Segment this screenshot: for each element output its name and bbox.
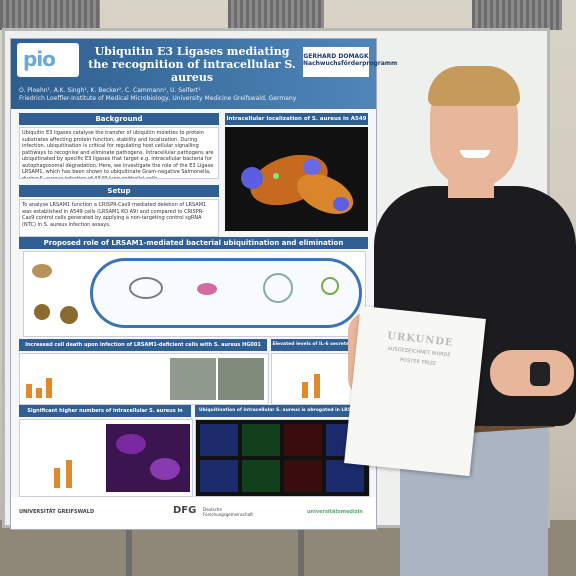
- wall-vent-left: [0, 0, 100, 30]
- host-cell-diagram: [90, 258, 362, 328]
- dfg-logo: DFG: [173, 505, 197, 516]
- fluorescence-image: [106, 424, 190, 492]
- hair: [428, 66, 520, 106]
- lysosome-small-icon: [321, 277, 339, 295]
- setup-text: To analyse LRSAM1 function a CRISPR-Cas9…: [19, 199, 219, 237]
- autophagosome-icon: [129, 277, 163, 299]
- poster-authors: O. Ploehn¹, A.K. Singh¹, K. Becker², C. …: [19, 87, 349, 103]
- board-leg-left: [126, 500, 132, 576]
- cell-image: [218, 358, 264, 400]
- section-setup-heading: Setup: [19, 185, 219, 197]
- bacteria-cluster-icon: [32, 264, 52, 278]
- smile: [460, 150, 490, 158]
- unimed-logo: universitätsmedizin: [307, 509, 363, 515]
- board-leg-right: [298, 500, 304, 576]
- lysosome-icon: [263, 273, 293, 303]
- poster-footer: UNIVERSITÄT GREIFSWALD DFG Deutsche Fors…: [11, 497, 376, 529]
- wall-vent-right: [472, 0, 562, 30]
- poster-header: pio Ubiquitin E3 Ligases mediating the r…: [11, 39, 397, 109]
- section-intracellular-heading: Intracellular localization of S. aureus …: [225, 113, 368, 134]
- bacterium-icon: [60, 306, 78, 324]
- section-ubiquitination-heading: Ubiquitination of intracellular S. aureu…: [195, 405, 368, 425]
- pio-logo: pio: [17, 43, 79, 77]
- sponsor-logo: GERHARD DOMAGK Nachwuchsförderprogramm: [303, 47, 397, 77]
- affiliation: Friedrich Loeffler-Institute of Medical …: [19, 95, 297, 102]
- section-background-heading: Background: [19, 113, 219, 125]
- poster-title: Ubiquitin E3 Ligases mediating the recog…: [88, 45, 296, 84]
- lrsam1-icon: [197, 283, 217, 295]
- cell-death-panel: [19, 353, 269, 405]
- pio-logo-text: pio: [23, 47, 56, 71]
- author-list: O. Ploehn¹, A.K. Singh¹, K. Becker², C. …: [19, 87, 201, 94]
- wristwatch-icon: [530, 362, 550, 386]
- wall-vent-center: [228, 0, 324, 30]
- cell-image: [170, 358, 216, 400]
- ubiquitination-image-grid: [195, 419, 370, 497]
- dfg-subtitle: Deutsche Forschungsgemeinschaft: [203, 507, 253, 517]
- microscopy-image-cell: [225, 127, 368, 231]
- scientific-poster: pio Ubiquitin E3 Ligases mediating the r…: [10, 38, 397, 530]
- university-logo: UNIVERSITÄT GREIFSWALD: [19, 509, 95, 515]
- higher-numbers-panel: [19, 419, 193, 497]
- proposed-role-schematic: [23, 251, 366, 337]
- section-proposed-role-heading: Proposed role of LRSAM1-mediated bacteri…: [19, 237, 368, 249]
- section-higher-numbers-heading: Significant higher numbers of intracellu…: [19, 405, 191, 426]
- section-cell-death-heading: Increased cell death upon infection of L…: [19, 339, 267, 360]
- bacterium-icon: [34, 304, 50, 320]
- certificate: URKUNDE AUSGEZEICHNET WURDE POSTER PRIZE: [344, 305, 486, 477]
- background-text: Ubiquitin E3 ligases catalyse the transf…: [19, 127, 219, 179]
